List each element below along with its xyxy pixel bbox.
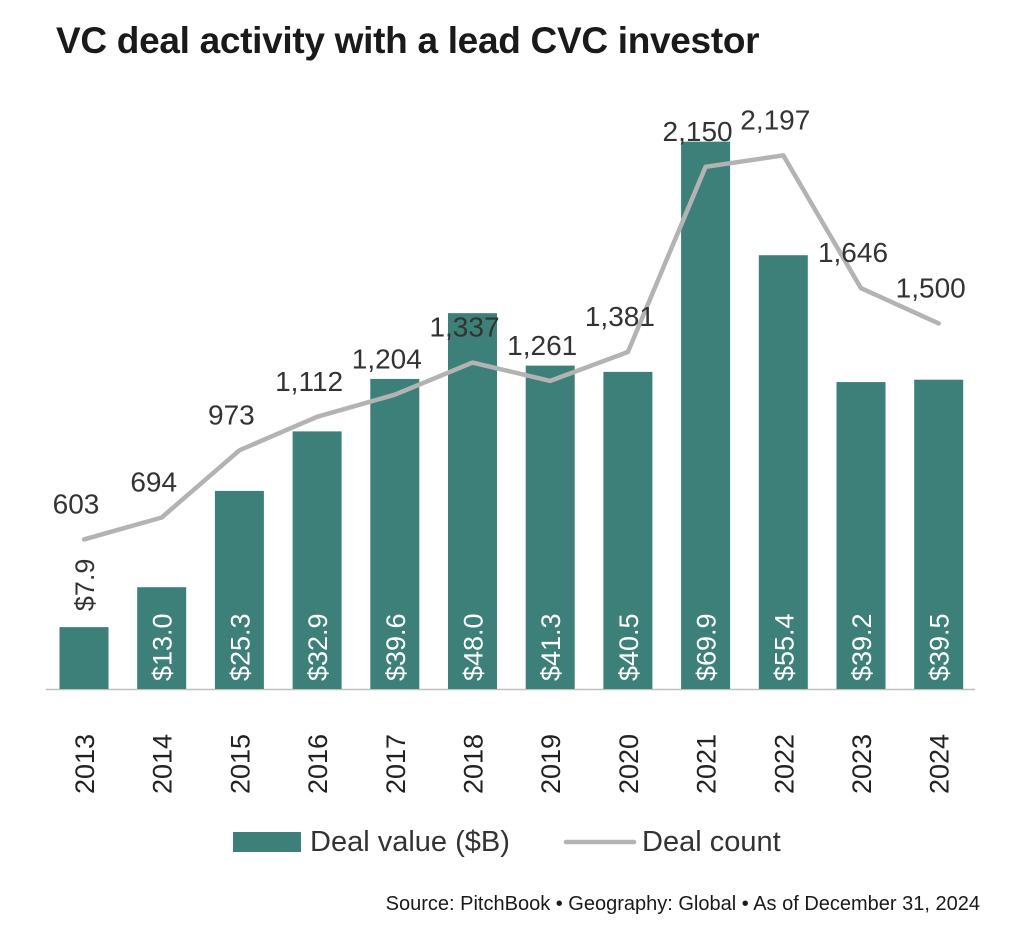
deal-count-line: [81, 153, 941, 542]
bar-2022: [758, 255, 808, 689]
x-tick-label-2015: 2015: [225, 734, 255, 794]
bars-group: [59, 141, 964, 690]
x-tick-label-2018: 2018: [459, 734, 489, 794]
bar-2021: [681, 141, 731, 690]
legend-label-deal-count: Deal count: [642, 826, 781, 858]
bar-value-label-2021: $69.9: [692, 613, 722, 681]
bar-2016: [292, 431, 342, 689]
deal-count-label-2022: 2,197: [740, 104, 810, 135]
bar-value-label-2016: $32.9: [303, 613, 333, 681]
bar-value-label-2018: $48.0: [459, 613, 489, 681]
bar-value-label-2022: $55.4: [769, 613, 799, 681]
bar-2023: [836, 382, 886, 689]
bar-2018: [448, 313, 497, 689]
x-tick-label-2024: 2024: [925, 734, 955, 794]
x-tick-labels-group: 2013 2014 2015 2016 2017 2018 2019 2020 2021 2022…: [70, 734, 955, 794]
deal-count-label-2021: 2,150: [663, 116, 733, 147]
legend: Deal value ($B) Deal count: [233, 826, 781, 858]
deal-count-label-2015: 973: [208, 399, 255, 430]
bar-value-label-2024: $39.5: [925, 613, 955, 681]
deal-count-label-2018: 1,337: [429, 312, 499, 343]
deal-count-label-2016: 1,112: [275, 366, 343, 397]
bar-2013: [59, 627, 109, 689]
bar-value-label-2017: $39.6: [381, 613, 411, 681]
x-tick-label-2014: 2014: [148, 734, 178, 794]
deal-count-label-2013: 603: [53, 488, 100, 519]
x-tick-label-2021: 2021: [692, 734, 722, 794]
bar-value-label-2023: $39.2: [847, 613, 877, 681]
bar-value-label-2014: $13.0: [148, 613, 178, 681]
legend-swatch-deal-value: [233, 832, 301, 852]
x-tick-label-2020: 2020: [614, 734, 644, 794]
x-tick-label-2016: 2016: [303, 734, 333, 794]
deal-count-label-2023: 1,646: [818, 237, 888, 268]
bar-2024: [914, 379, 964, 689]
bar-value-label-2015: $25.3: [225, 613, 255, 681]
bar-2019: [525, 365, 575, 689]
x-tick-label-2017: 2017: [381, 734, 411, 794]
bar-value-label-2019: $41.3: [536, 613, 566, 681]
bar-2017: [370, 378, 420, 689]
bar-value-label-2020: $40.5: [614, 613, 644, 681]
x-tick-label-2019: 2019: [536, 734, 566, 794]
bar-2020: [603, 371, 653, 689]
chart-title: VC deal activity with a lead CVC investo…: [56, 20, 760, 61]
x-tick-label-2022: 2022: [769, 734, 799, 794]
bar-value-label-2013: $7.9: [70, 559, 100, 612]
x-tick-label-2023: 2023: [847, 734, 877, 794]
deal-count-label-2019: 1,261: [507, 330, 577, 361]
deal-count-label-2020: 1,381: [585, 301, 655, 332]
deal-count-label-2024: 1,500: [896, 272, 966, 303]
bar-2014: [137, 587, 187, 689]
source-note: Source: PitchBook • Geography: Global • …: [385, 893, 980, 915]
deal-count-label-2017: 1,204: [352, 344, 422, 375]
value-labels-group: $7.9 $13.0 $25.3 $32.9 $39.6 $48.0 $41.3 $40.5 $…: [70, 559, 955, 681]
deal-count-label-2014: 694: [130, 467, 177, 498]
bar-2015: [214, 490, 264, 689]
legend-label-deal-value: Deal value ($B): [310, 826, 510, 858]
x-tick-label-2013: 2013: [70, 734, 100, 794]
